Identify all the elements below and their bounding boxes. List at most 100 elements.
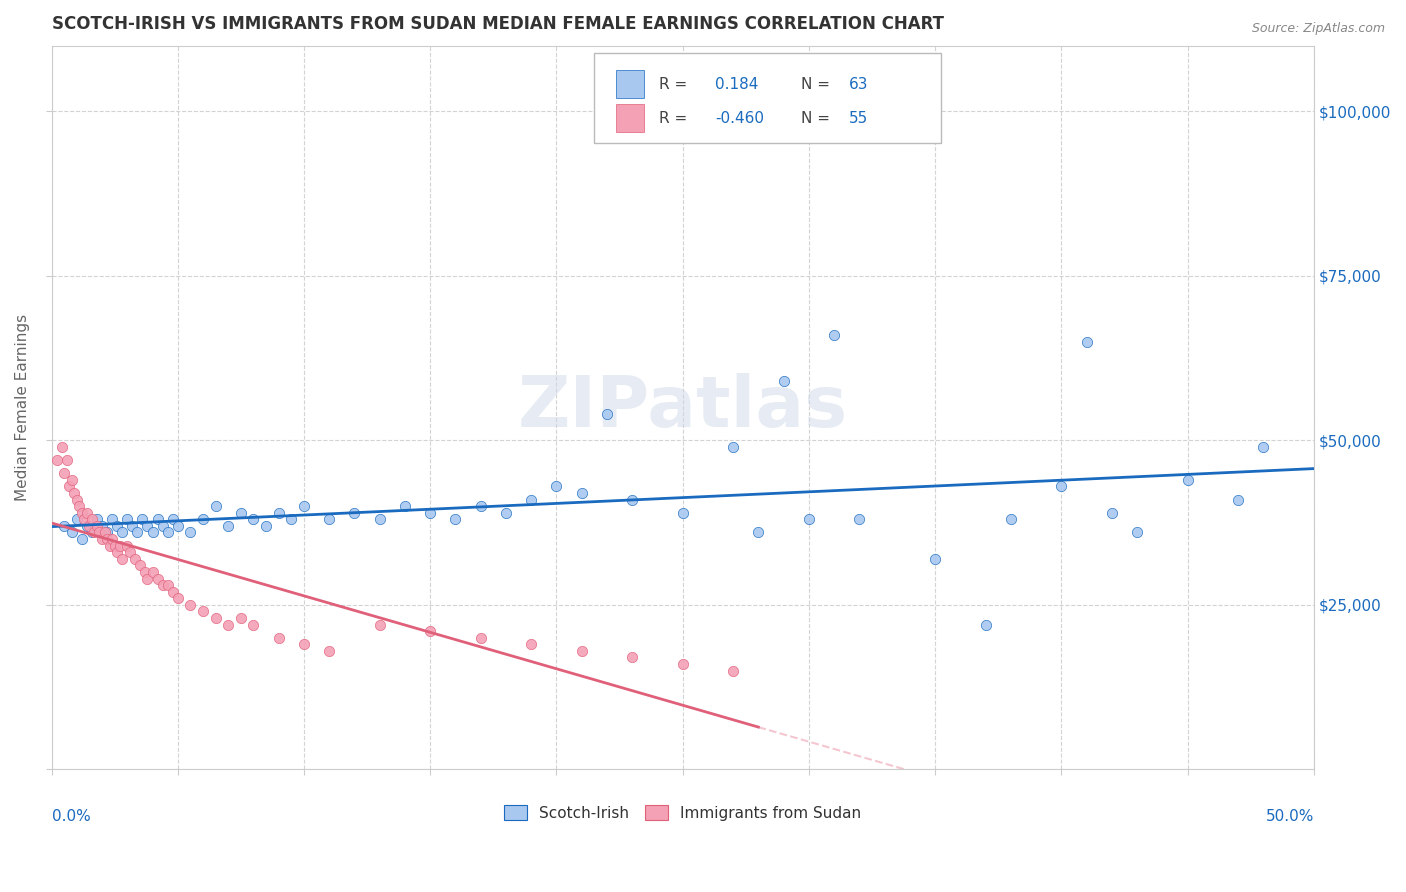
Point xyxy=(1076,334,1098,349)
Point xyxy=(76,506,98,520)
Point xyxy=(721,664,744,678)
Point xyxy=(204,611,226,625)
Point xyxy=(89,525,111,540)
Point xyxy=(86,512,108,526)
Text: R =: R = xyxy=(658,77,688,92)
Point xyxy=(596,407,619,421)
Point xyxy=(267,631,290,645)
Point xyxy=(152,519,174,533)
Point xyxy=(134,565,156,579)
Y-axis label: Median Female Earnings: Median Female Earnings xyxy=(15,314,30,501)
Text: 0.184: 0.184 xyxy=(716,77,759,92)
Point xyxy=(53,519,76,533)
Text: SCOTCH-IRISH VS IMMIGRANTS FROM SUDAN MEDIAN FEMALE EARNINGS CORRELATION CHART: SCOTCH-IRISH VS IMMIGRANTS FROM SUDAN ME… xyxy=(52,15,943,33)
Point xyxy=(621,492,644,507)
Point xyxy=(191,512,214,526)
Point xyxy=(156,578,179,592)
Point xyxy=(444,512,467,526)
Point xyxy=(146,512,169,526)
Point xyxy=(1000,512,1022,526)
Point xyxy=(419,506,441,520)
Point xyxy=(136,519,159,533)
Point xyxy=(45,453,67,467)
Point xyxy=(105,519,128,533)
Point xyxy=(111,525,134,540)
Point xyxy=(368,617,391,632)
Point xyxy=(394,499,416,513)
Point xyxy=(571,644,593,658)
Point xyxy=(141,565,163,579)
Point xyxy=(156,525,179,540)
Point xyxy=(67,499,90,513)
Point xyxy=(124,551,146,566)
FancyBboxPatch shape xyxy=(616,104,644,132)
Point xyxy=(66,512,89,526)
Text: R =: R = xyxy=(658,111,688,126)
Point xyxy=(1177,473,1199,487)
Point xyxy=(419,624,441,639)
Point xyxy=(121,519,143,533)
Point xyxy=(470,499,492,513)
Point xyxy=(127,525,149,540)
Text: 0.0%: 0.0% xyxy=(52,809,90,824)
Point xyxy=(318,644,340,658)
Point xyxy=(974,617,997,632)
Point xyxy=(721,440,744,454)
Point xyxy=(63,486,86,500)
Point xyxy=(166,591,188,606)
Point xyxy=(772,374,794,388)
Point xyxy=(101,532,124,546)
Point xyxy=(93,525,115,540)
Point xyxy=(292,499,315,513)
Point xyxy=(747,525,769,540)
Text: 63: 63 xyxy=(849,77,869,92)
Point xyxy=(152,578,174,592)
Point xyxy=(70,506,93,520)
Point xyxy=(797,512,820,526)
Point xyxy=(136,572,159,586)
Point xyxy=(1227,492,1250,507)
Point xyxy=(73,512,96,526)
Legend: Scotch-Irish, Immigrants from Sudan: Scotch-Irish, Immigrants from Sudan xyxy=(498,798,868,827)
Point xyxy=(292,637,315,651)
Point xyxy=(131,512,153,526)
Point xyxy=(111,551,134,566)
Point xyxy=(117,539,139,553)
Text: ZIPatlas: ZIPatlas xyxy=(517,373,848,442)
FancyBboxPatch shape xyxy=(595,53,942,144)
Point xyxy=(1251,440,1274,454)
Point xyxy=(470,631,492,645)
FancyBboxPatch shape xyxy=(616,70,644,98)
Point xyxy=(60,473,83,487)
Point xyxy=(621,650,644,665)
Point xyxy=(217,617,239,632)
Point xyxy=(76,519,98,533)
Point xyxy=(546,479,568,493)
Point xyxy=(162,512,184,526)
Point xyxy=(128,558,150,573)
Point xyxy=(83,525,105,540)
Point xyxy=(280,512,302,526)
Point xyxy=(79,519,101,533)
Text: -0.460: -0.460 xyxy=(716,111,765,126)
Point xyxy=(343,506,366,520)
Point xyxy=(1126,525,1149,540)
Point xyxy=(96,532,118,546)
Point xyxy=(191,604,214,618)
Text: Source: ZipAtlas.com: Source: ZipAtlas.com xyxy=(1251,22,1385,36)
Point xyxy=(91,519,114,533)
Point xyxy=(848,512,870,526)
Point xyxy=(242,512,264,526)
Point xyxy=(368,512,391,526)
Point xyxy=(495,506,517,520)
Point xyxy=(105,545,128,559)
Point xyxy=(1050,479,1073,493)
Point xyxy=(66,492,89,507)
Point xyxy=(51,440,73,454)
Point xyxy=(242,617,264,632)
Point xyxy=(53,467,76,481)
Point xyxy=(96,525,118,540)
Point xyxy=(80,525,103,540)
Point xyxy=(179,525,201,540)
Point xyxy=(823,328,845,343)
